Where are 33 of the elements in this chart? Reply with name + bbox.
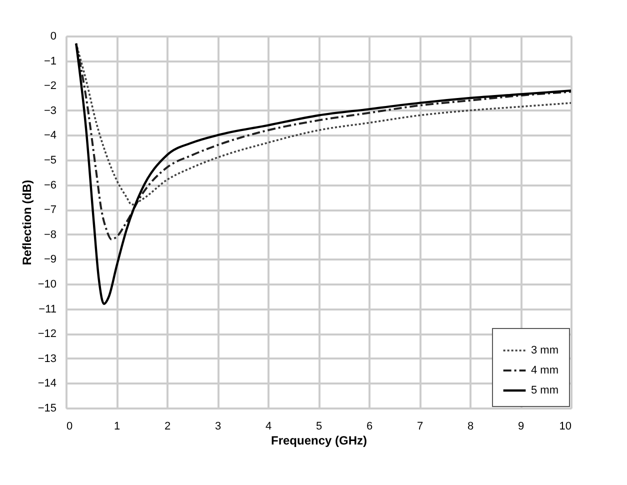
x-tick-label: 10: [559, 420, 572, 432]
y-tick-label: −4: [44, 130, 56, 142]
y-tick-label: −6: [44, 179, 56, 192]
y-tick-label: −13: [38, 352, 56, 365]
x-tick-label: 6: [366, 420, 373, 432]
x-tick-label: 2: [164, 420, 171, 432]
x-tick-label: 1: [114, 420, 120, 432]
legend-label: 4 mm: [531, 364, 558, 376]
x-tick-label: 7: [416, 420, 424, 432]
y-tick-label: −1: [44, 55, 56, 68]
legend-label: 5 mm: [531, 384, 558, 396]
legend-label: 3 mm: [531, 344, 558, 356]
x-tick-label: 8: [467, 420, 474, 432]
y-tick-label: −11: [38, 303, 56, 316]
y-tick-label: −3: [44, 104, 56, 117]
x-axis-title: Frequency (GHz): [270, 434, 368, 448]
y-tick-label: −8: [44, 228, 56, 241]
y-tick-label: 0: [50, 30, 56, 42]
line-series: [75, 42, 572, 305]
x-tick-label: 5: [316, 420, 322, 432]
y-tick-label: −9: [44, 254, 56, 266]
y-axis-title: Reflection (dB): [20, 180, 34, 266]
y-tick-label: −2: [44, 80, 56, 92]
y-tick-label: −15: [38, 402, 56, 414]
y-tick-label: −7: [44, 204, 56, 216]
x-tick-label: 9: [518, 420, 524, 432]
x-tick-label: 0: [66, 420, 73, 432]
y-tick-label: −10: [38, 278, 56, 290]
y-tick-label: −12: [38, 328, 56, 340]
x-tick-label: 3: [214, 420, 222, 432]
y-tick-label: −14: [38, 378, 56, 390]
x-tick-label: 4: [265, 420, 272, 432]
y-tick-label: −5: [44, 154, 56, 166]
